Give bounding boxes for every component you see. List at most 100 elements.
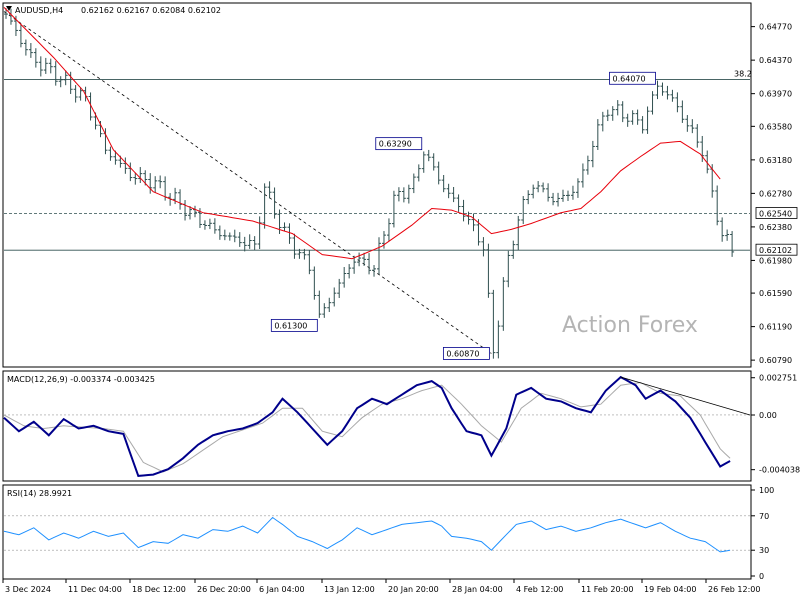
ohlc-bar: [580, 163, 585, 188]
ohlc-bar: [720, 217, 725, 242]
ohlc-bar: [526, 190, 531, 205]
ohlc-bar: [630, 110, 635, 125]
macd-y-tick-label: 0.00: [759, 411, 777, 420]
ohlc-bar: [377, 237, 381, 275]
ohlc-bar: [48, 58, 53, 74]
ohlc-label: 0.62162 0.62167 0.62084 0.62102: [81, 6, 221, 15]
ohlc-bar: [675, 92, 680, 113]
ohlc-bar: [595, 119, 600, 150]
ohlc-bar: [153, 176, 158, 193]
ohlc-bar: [496, 320, 501, 359]
ohlc-bar: [690, 119, 695, 134]
x-tick-label: 3 Dec 2024: [5, 585, 51, 594]
rsi-layer: [3, 515, 750, 553]
x-tick-label: 18 Dec 12:00: [132, 585, 186, 594]
ohlc-bar: [327, 297, 332, 312]
ohlc-bar: [337, 278, 342, 299]
ohlc-bar: [312, 266, 317, 300]
ohlc-bar: [222, 229, 227, 241]
ohlc-bar: [575, 178, 580, 198]
ohlc-bar: [406, 184, 411, 204]
ohlc-bar: [362, 252, 367, 266]
ohlc-bar: [730, 231, 735, 257]
ohlc-bar: [23, 39, 28, 56]
ohlc-bar: [332, 287, 337, 307]
x-tick-label: 28 Jan 04:00: [452, 585, 503, 594]
ohlc-bar: [58, 76, 63, 88]
macd-panel[interactable]: [2, 370, 752, 482]
price-layer: 38.2 0.61300 0.63290 0.60870 0.64070: [3, 7, 752, 360]
rsi-panel[interactable]: [2, 484, 752, 580]
ohlc-bar: [431, 153, 436, 171]
ohlc-bar: [565, 190, 570, 201]
ohlc-bar: [585, 155, 590, 175]
price-panel[interactable]: [2, 2, 752, 368]
annotation-box: [609, 71, 656, 85]
price-tag-label: 0.62540: [759, 209, 792, 218]
ohlc-bar: [386, 218, 391, 242]
ohlc-bar: [536, 181, 541, 193]
rsi-y-tick-label: 70: [759, 512, 769, 521]
annotation-box: [375, 137, 423, 151]
x-tick-label: 19 Feb 04:00: [644, 585, 696, 594]
ohlc-bar: [262, 183, 267, 229]
ohlc-bar: [610, 106, 615, 121]
ohlc-bar: [426, 149, 431, 162]
price-annotation: 0.60870: [442, 347, 490, 360]
ohlc-bar: [322, 303, 327, 318]
rsi-y-tick-label: 0: [759, 572, 764, 581]
ohlc-bar: [570, 185, 575, 200]
x-tick-label: 20 Jan 20:00: [388, 585, 439, 594]
price-y-tick-label: 0.64770: [759, 23, 792, 32]
ohlc-bar: [357, 252, 362, 267]
ohlc-bar: [506, 250, 511, 288]
price-y-tick-label: 0.63180: [759, 156, 792, 165]
ohlc-bar: [38, 56, 43, 77]
ohlc-bar: [158, 175, 163, 189]
ohlc-bar: [715, 185, 720, 226]
ohlc-bar: [128, 162, 133, 182]
ohlc-bar: [695, 124, 700, 148]
ohlc-bar: [108, 146, 113, 161]
ohlc-bar: [43, 57, 48, 74]
rsi-line: [3, 516, 731, 553]
price-tag-box: [755, 243, 798, 256]
watermark: Action Forex: [562, 313, 698, 338]
axis-layer: 0.64770 0.64370 0.63970 0.63580 0.63180 0.627…: [2, 23, 800, 594]
x-tick-label: 6 Jan 04:00: [259, 585, 305, 594]
ohlc-bar: [680, 100, 685, 123]
x-tick-label: 26 Dec 20:00: [197, 585, 251, 594]
ohlc-bar: [113, 150, 118, 165]
ohlc-bar: [396, 187, 401, 202]
ohlc-bar: [705, 150, 710, 174]
ohlc-bar: [620, 101, 625, 123]
ohlc-bar: [73, 85, 78, 103]
macd-main-line: [3, 375, 731, 477]
ohlc-bar: [202, 220, 207, 230]
price-annotation: 0.64070: [609, 71, 656, 85]
ohlc-bar: [521, 196, 526, 225]
annotation-label: 0.60870: [446, 349, 479, 358]
ohlc-bar: [138, 167, 143, 183]
ohlc-bar: [416, 164, 421, 182]
price-y-tick-label: 0.64370: [759, 56, 792, 65]
ohlc-bar: [655, 80, 660, 100]
price-y-tick-label: 0.63970: [759, 90, 792, 99]
ohlc-bar: [486, 243, 491, 298]
ohlc-bar: [615, 100, 620, 116]
macd-layer: [3, 375, 751, 477]
ohlc-bar: [317, 290, 322, 318]
ohlc-bar: [123, 157, 128, 174]
ohlc-bar: [381, 231, 386, 249]
x-tick-label: 11 Dec 04:00: [68, 585, 122, 594]
ohlc-bar: [212, 218, 217, 234]
ohlc-bar: [272, 187, 277, 219]
ohlc-bar: [600, 111, 605, 132]
moving-average-line: [3, 7, 721, 260]
price-y-tick-label: 0.62780: [759, 189, 792, 198]
annotation-label: 0.63290: [379, 140, 412, 149]
symbol-dropdown-icon[interactable]: [6, 6, 12, 11]
ohlc-bar: [685, 115, 690, 132]
ohlc-bar: [725, 229, 730, 241]
